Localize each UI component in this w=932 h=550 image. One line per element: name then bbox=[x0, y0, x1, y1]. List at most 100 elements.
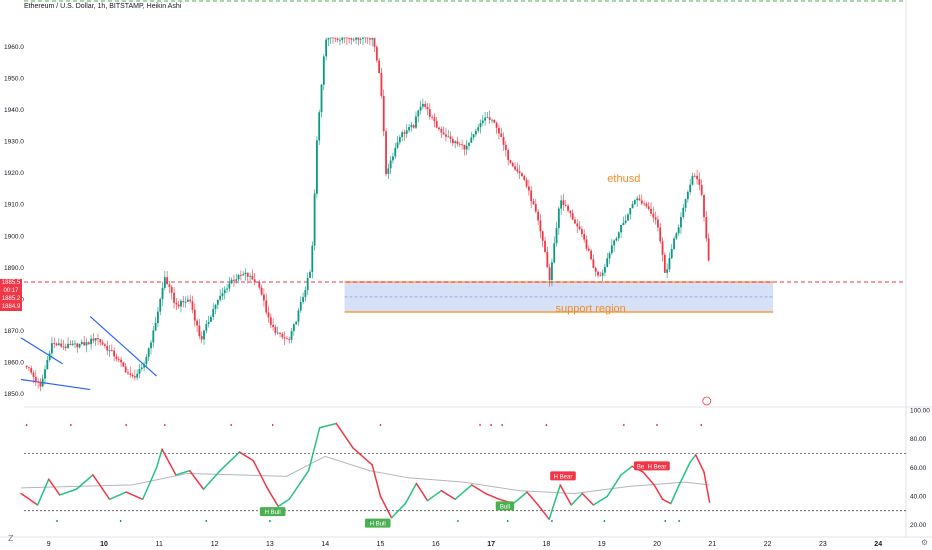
candle-body bbox=[541, 231, 544, 241]
candle-body bbox=[451, 139, 454, 144]
candle-body bbox=[580, 229, 583, 235]
rsi-line-segment bbox=[592, 495, 608, 506]
candle-body bbox=[221, 293, 224, 296]
annotation-support-region: support region bbox=[555, 303, 625, 315]
candle-body bbox=[295, 321, 298, 325]
candle-body bbox=[350, 38, 353, 40]
timezone-icon[interactable]: Z bbox=[8, 534, 14, 543]
candle-body bbox=[389, 160, 392, 169]
gear-icon[interactable]: ⚙ bbox=[920, 538, 928, 547]
rsi-y-tick-label: 20.00 bbox=[910, 522, 927, 529]
candle-body bbox=[226, 288, 228, 290]
candle-body bbox=[147, 348, 150, 357]
candle-body bbox=[560, 200, 563, 209]
candle-body bbox=[638, 198, 641, 201]
candle-body bbox=[242, 274, 245, 276]
candle-body bbox=[659, 227, 662, 242]
signal-tick-bottom bbox=[506, 520, 509, 522]
candle-body bbox=[398, 137, 401, 143]
candle-body bbox=[698, 179, 701, 185]
candle-body bbox=[311, 245, 314, 273]
candle-body bbox=[154, 323, 157, 331]
candle-body bbox=[470, 137, 473, 143]
candle-body bbox=[369, 38, 371, 40]
candle-body bbox=[265, 300, 268, 313]
rsi-line-segment bbox=[288, 469, 310, 501]
candle-body bbox=[175, 302, 178, 305]
rsi-line-segment bbox=[537, 504, 550, 521]
y-tick-label: 1940.0 bbox=[4, 107, 24, 114]
signal-tick-bottom bbox=[678, 520, 680, 522]
candle-body bbox=[267, 312, 270, 318]
candle-body bbox=[309, 272, 311, 278]
candle-body bbox=[304, 290, 307, 298]
candle-body bbox=[339, 39, 341, 41]
candle-body bbox=[433, 117, 436, 122]
candle-body bbox=[341, 37, 344, 40]
candle-body bbox=[78, 343, 81, 348]
candle-body bbox=[44, 369, 46, 379]
candle-body bbox=[200, 336, 203, 340]
candle-body bbox=[193, 309, 196, 321]
candle-body bbox=[553, 243, 556, 263]
candle-body bbox=[124, 366, 127, 373]
candle-body bbox=[686, 191, 689, 200]
candle-body bbox=[454, 141, 457, 144]
candle-body bbox=[636, 198, 639, 201]
candle-body bbox=[94, 337, 97, 341]
x-tick-label: 20 bbox=[653, 541, 661, 548]
candle-body bbox=[69, 343, 72, 345]
candle-body bbox=[348, 38, 351, 40]
candle-body bbox=[152, 330, 155, 343]
candle-body bbox=[263, 294, 265, 301]
rsi-line-segment bbox=[670, 484, 680, 505]
candle-body bbox=[481, 120, 484, 124]
signal-tick-top bbox=[656, 424, 658, 426]
candle-body bbox=[597, 271, 599, 276]
signal-tick-top bbox=[230, 424, 232, 426]
candle-body bbox=[357, 37, 360, 40]
rsi-line-segment bbox=[141, 467, 158, 501]
candle-body bbox=[613, 240, 616, 246]
candle-body bbox=[527, 186, 530, 191]
candle-body bbox=[182, 300, 185, 303]
candle-body bbox=[484, 117, 487, 121]
signal-tick-bottom bbox=[551, 520, 553, 522]
candle-body bbox=[576, 223, 579, 227]
candle-body bbox=[297, 310, 300, 322]
rsi-line-segment bbox=[335, 422, 354, 449]
candle-body bbox=[230, 279, 233, 284]
candle-body bbox=[129, 373, 132, 375]
candle-body bbox=[486, 117, 489, 119]
candle-body bbox=[210, 316, 212, 322]
price-tag-close: 1884.9 bbox=[0, 303, 22, 311]
candle-body bbox=[25, 365, 28, 368]
divergence-label-text: Bull bbox=[500, 504, 510, 510]
candle-body bbox=[502, 136, 505, 145]
candle-body bbox=[546, 251, 549, 268]
rsi-line-segment bbox=[454, 484, 473, 501]
candle-body bbox=[189, 299, 192, 302]
x-tick-label: 10 bbox=[100, 541, 108, 548]
candle-body bbox=[465, 145, 468, 150]
rsi-line-segment bbox=[238, 451, 255, 462]
bull-divergence-label: H Bull bbox=[364, 518, 391, 528]
rsi-line-segment bbox=[559, 484, 573, 506]
candle-body bbox=[373, 38, 376, 47]
rsi-line-segment bbox=[661, 498, 672, 505]
candle-body bbox=[703, 194, 705, 218]
candle-body bbox=[684, 199, 687, 208]
rsi-line-segment bbox=[484, 492, 501, 501]
divergence-label-text: H Bear bbox=[554, 474, 573, 480]
candle-body bbox=[640, 200, 643, 204]
candle-body bbox=[654, 217, 657, 220]
y-tick-label: 1870.0 bbox=[4, 328, 24, 335]
candle-body bbox=[583, 234, 586, 240]
candle-body bbox=[108, 350, 111, 351]
candle-body bbox=[574, 219, 576, 224]
y-tick-label: 1890.0 bbox=[4, 265, 24, 272]
candle-body bbox=[532, 201, 535, 205]
candle-body bbox=[272, 324, 275, 327]
candle-body bbox=[428, 109, 431, 117]
